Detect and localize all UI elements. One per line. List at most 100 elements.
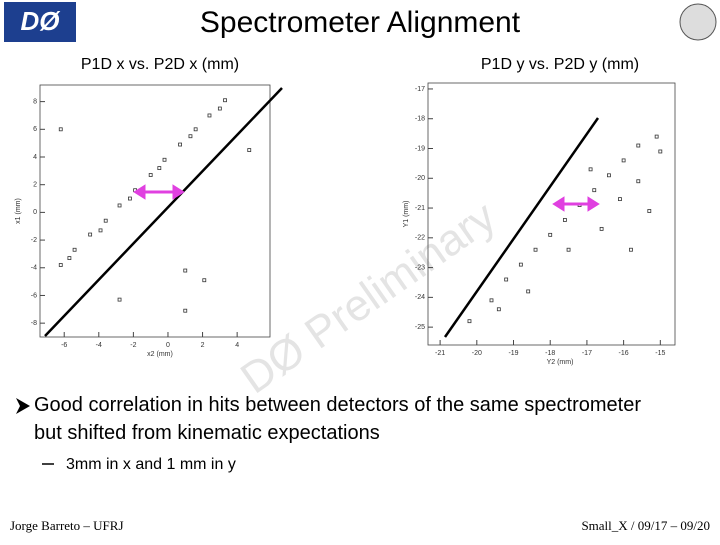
point bbox=[548, 232, 553, 237]
y-axis-label: x1 (mm) bbox=[15, 198, 22, 224]
expected-line bbox=[443, 117, 600, 338]
point bbox=[72, 247, 77, 252]
point bbox=[654, 134, 659, 139]
point bbox=[496, 307, 501, 312]
y-tick-label: -21 bbox=[415, 205, 425, 212]
point bbox=[526, 289, 531, 294]
x-axis-label: x2 (mm) bbox=[147, 351, 173, 358]
y-tick-label: -18 bbox=[415, 116, 425, 123]
sub-bullet: 3mm in x and 1 mm in y bbox=[66, 456, 236, 473]
point bbox=[117, 203, 122, 208]
plot-frame bbox=[427, 82, 676, 346]
plot-title: P1D y vs. P2D y (mm) bbox=[481, 56, 639, 73]
point bbox=[607, 173, 611, 178]
plot-title: P1D x vs. P2D x (mm) bbox=[81, 56, 239, 73]
point bbox=[223, 98, 227, 103]
point bbox=[217, 106, 222, 111]
x-tick-label: -4 bbox=[96, 342, 102, 349]
point bbox=[618, 197, 622, 202]
point bbox=[178, 142, 182, 147]
x-tick-label: -17 bbox=[582, 350, 592, 357]
x-axis-label: Y2 (mm) bbox=[547, 359, 574, 366]
point bbox=[202, 278, 207, 283]
point bbox=[467, 319, 472, 324]
seal bbox=[679, 3, 717, 41]
point bbox=[533, 247, 538, 252]
x-tick-label: -6 bbox=[61, 342, 67, 349]
expected-line bbox=[44, 87, 283, 337]
x-tick-label: 2 bbox=[201, 342, 205, 349]
y-tick-label: -25 bbox=[415, 324, 425, 331]
x-tick-label: -19 bbox=[508, 350, 518, 357]
point bbox=[489, 298, 494, 303]
point bbox=[566, 247, 571, 252]
y-tick-label: -20 bbox=[415, 175, 425, 182]
point bbox=[103, 218, 108, 223]
x-tick-label: -21 bbox=[435, 350, 445, 357]
point bbox=[592, 188, 597, 193]
y-tick-label: 0 bbox=[33, 209, 37, 216]
x-tick-label: -20 bbox=[472, 350, 482, 357]
point bbox=[599, 226, 604, 231]
point bbox=[588, 167, 593, 172]
point bbox=[621, 158, 626, 163]
point bbox=[157, 166, 162, 170]
plots: P1D x vs. P2D x (mm)-6 -4 -2 0 2 4-8-6-4-2024… bbox=[15, 56, 676, 366]
point bbox=[117, 297, 122, 302]
logo: DØ bbox=[21, 6, 62, 36]
point bbox=[128, 196, 132, 201]
y-tick-label: 2 bbox=[33, 182, 37, 189]
footer-right: Small_X / 09/17 – 09/20 bbox=[581, 518, 710, 533]
y-tick-label: -8 bbox=[31, 320, 37, 327]
point bbox=[162, 157, 167, 162]
point bbox=[58, 263, 63, 267]
point bbox=[247, 148, 252, 152]
x-tick-label: 0 bbox=[166, 342, 170, 349]
y-tick-label: -4 bbox=[31, 265, 37, 272]
watermark: DØ Preliminary bbox=[232, 192, 504, 403]
point bbox=[518, 262, 523, 267]
title: Spectrometer Alignment bbox=[200, 6, 521, 39]
point bbox=[98, 228, 103, 233]
footer-left: Jorge Barreto – UFRJ bbox=[10, 518, 124, 533]
point bbox=[193, 127, 198, 132]
point bbox=[148, 173, 153, 177]
x-tick-label: -2 bbox=[130, 342, 136, 349]
y-tick-label: -6 bbox=[31, 292, 37, 299]
point bbox=[562, 218, 567, 222]
bullet-arrow bbox=[16, 398, 30, 414]
logo-box bbox=[4, 2, 76, 42]
point bbox=[67, 256, 72, 260]
point bbox=[183, 268, 188, 273]
point bbox=[58, 127, 63, 132]
y-tick-label: -2 bbox=[31, 237, 37, 244]
y-tick-label: 6 bbox=[33, 126, 37, 133]
bullet: Good correlation in hits between detecto… bbox=[34, 394, 641, 444]
y-tick-label: 4 bbox=[33, 154, 37, 161]
point bbox=[504, 277, 509, 282]
point bbox=[636, 179, 641, 184]
x-tick-label: -18 bbox=[545, 350, 555, 357]
point bbox=[188, 134, 193, 139]
y-tick-label: -19 bbox=[415, 145, 425, 152]
point bbox=[658, 149, 663, 154]
point bbox=[629, 247, 633, 252]
point bbox=[207, 113, 212, 118]
x-tick-label: -16 bbox=[619, 350, 629, 357]
x-tick-label: -15 bbox=[655, 350, 665, 357]
x-tick-label: 4 bbox=[235, 342, 239, 349]
y-tick-label: -17 bbox=[415, 86, 425, 93]
y-axis-label: Y1 (mm) bbox=[403, 201, 410, 228]
y-tick-label: 8 bbox=[33, 98, 37, 105]
point bbox=[88, 232, 93, 237]
y-tick-label: -23 bbox=[415, 264, 425, 271]
shift-arrows bbox=[133, 184, 600, 212]
y-tick-label: -24 bbox=[415, 294, 425, 301]
plot-frame bbox=[39, 84, 271, 338]
point bbox=[183, 308, 188, 313]
point bbox=[647, 209, 652, 213]
point bbox=[636, 143, 641, 148]
y-tick-label: -22 bbox=[415, 235, 425, 242]
